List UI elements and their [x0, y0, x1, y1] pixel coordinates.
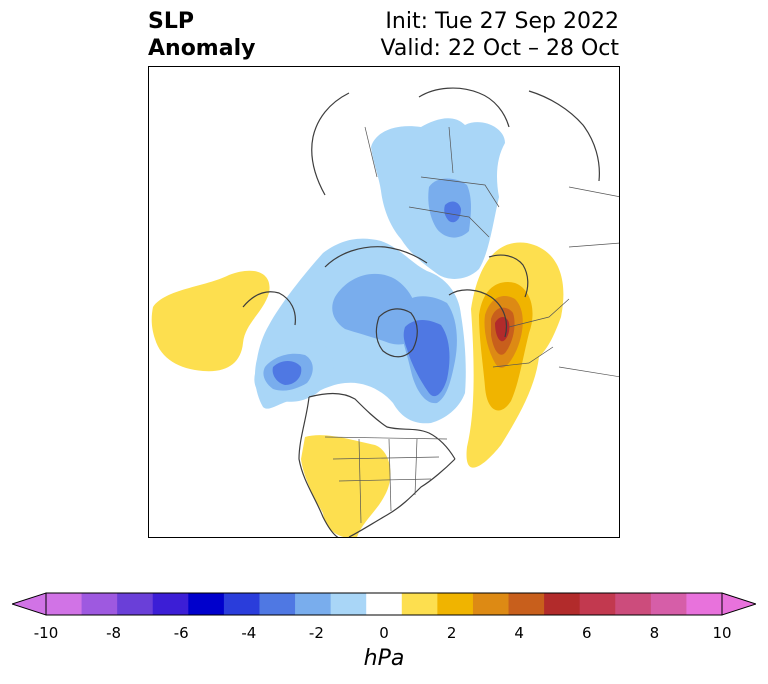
colorbar: [12, 592, 756, 616]
colorbar-segment: [615, 593, 652, 615]
colorbar-tick-label: 2: [446, 624, 457, 642]
colorbar-tick-label: -2: [308, 624, 324, 642]
colorbar-segment: [366, 593, 403, 615]
colorbar-segment: [152, 593, 189, 615]
colorbar-segment: [437, 593, 474, 615]
colorbar-segment: [508, 593, 545, 615]
colorbar-segment: [46, 593, 83, 615]
colorbar-segment: [81, 593, 118, 615]
init-date: Init: Tue 27 Sep 2022: [385, 9, 619, 34]
negative-anomaly-gulf-of-alaska: [254, 341, 334, 402]
date-info: Init: Tue 27 Sep 2022 Valid: 22 Oct – 28…: [381, 8, 619, 62]
colorbar-segments: [12, 592, 756, 616]
colorbar-segment: [330, 593, 367, 615]
coastlines: [242, 87, 600, 537]
colorbar-segment: [117, 593, 154, 615]
colorbar-segment: [188, 593, 225, 615]
colorbar-segment: [223, 593, 260, 615]
colorbar-segment: [579, 593, 616, 615]
colorbar-segment: [650, 593, 687, 615]
colorbar-tick-label: 8: [649, 624, 660, 642]
title-line-1: SLP: [148, 9, 194, 34]
colorbar-tick-label: -4: [241, 624, 257, 642]
colorbar-tick-label: 0: [379, 624, 389, 642]
colorbar-segment: [259, 593, 296, 615]
colorbar-segment: [686, 593, 723, 615]
borders: [324, 126, 619, 524]
anomaly-map: [151, 87, 619, 537]
colorbar-segment: [544, 593, 581, 615]
positive-anomaly-pacific: [151, 270, 270, 372]
colorbar-tick-label: 6: [582, 624, 592, 642]
colorbar-segment: [472, 593, 510, 615]
negative-anomaly-siberia: [371, 118, 505, 279]
colorbar-extend-high: [721, 592, 756, 616]
colorbar-tick-label: -8: [106, 624, 122, 642]
colorbar-segment: [295, 593, 332, 615]
colorbar-tick-label: -6: [173, 624, 189, 642]
colorbar-tick-label: 4: [514, 624, 524, 642]
map-title: SLP Anomaly: [148, 8, 255, 62]
colorbar-extend-low: [12, 592, 47, 616]
colorbar-unit-label: hPa: [363, 646, 405, 671]
colorbar-outline: [45, 592, 723, 616]
positive-anomaly-russia: [466, 242, 564, 468]
map-panel: [148, 66, 620, 538]
colorbar-segment: [401, 593, 438, 615]
title-line-2: Anomaly: [148, 36, 256, 61]
valid-range: Valid: 22 Oct – 28 Oct: [380, 36, 619, 61]
colorbar-tick-label: 10: [712, 624, 732, 642]
colorbar-tick-label: -10: [33, 624, 59, 642]
positive-anomaly-us: [301, 435, 391, 537]
